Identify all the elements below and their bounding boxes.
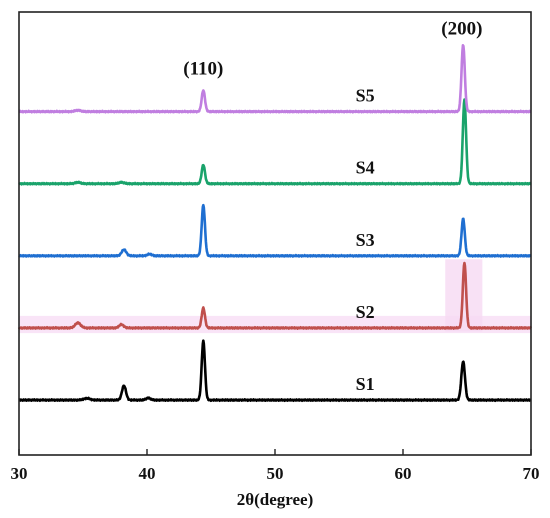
series-line-s5 <box>18 43 532 114</box>
x-axis-title: 2θ(degree) <box>237 490 314 509</box>
series-label-s5: S5 <box>356 86 375 106</box>
series-label-s2: S2 <box>356 302 375 322</box>
x-tick-label: 30 <box>11 464 28 483</box>
plot-frame <box>18 11 532 456</box>
x-tick-label: 70 <box>523 464 540 483</box>
peak-annotations: (110) (200) <box>183 19 482 80</box>
series-labels: S1 S2 S3 S4 S5 <box>356 86 375 394</box>
series-line-s2 <box>17 261 533 330</box>
peak-annotation: (110) <box>183 58 223 79</box>
series-label-s4: S4 <box>356 158 375 178</box>
x-tick-label: 40 <box>139 464 156 483</box>
x-tick-label: 50 <box>267 464 284 483</box>
series-line-s3 <box>18 203 532 258</box>
peak-annotation: (200) <box>441 19 482 40</box>
x-tick-label: 60 <box>395 464 412 483</box>
series-line-s4 <box>18 98 532 186</box>
series-label-s1: S1 <box>356 374 375 394</box>
highlight-layer <box>19 259 531 334</box>
series-label-s3: S3 <box>356 230 375 250</box>
series-line-s1 <box>18 339 532 403</box>
series-layer <box>17 43 533 403</box>
x-axis-ticks: 30 40 50 60 70 <box>11 449 540 483</box>
